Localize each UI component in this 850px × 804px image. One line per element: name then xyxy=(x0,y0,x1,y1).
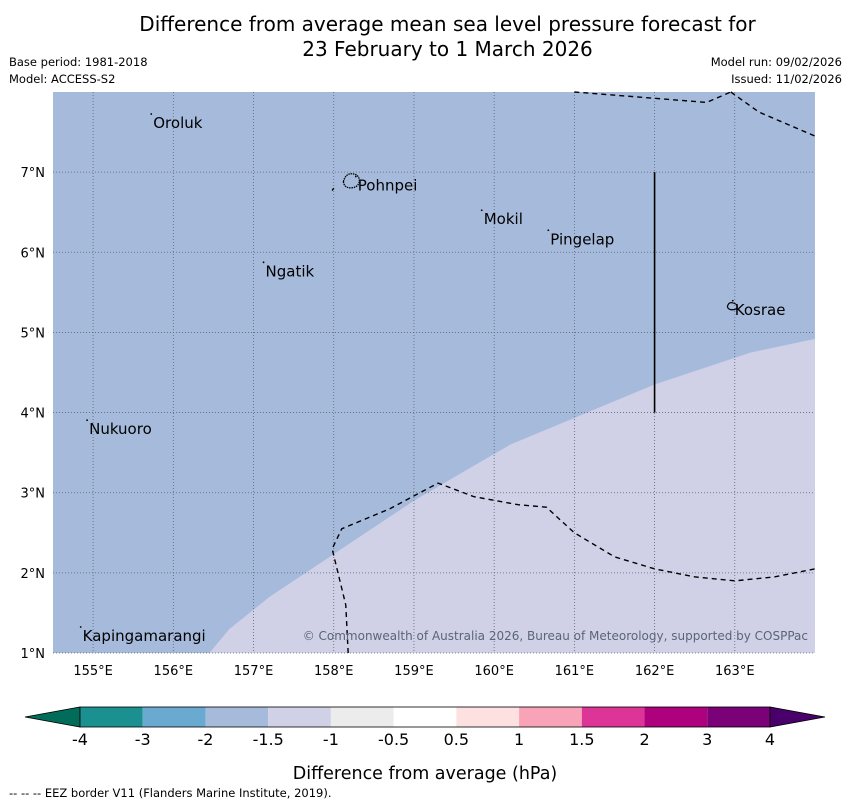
colorbar-swatch xyxy=(707,707,770,727)
run-info: Model run: 09/02/2026 Issued: 11/02/2026 xyxy=(711,54,842,88)
place-marker xyxy=(150,113,153,115)
lon-tick-label: 157°E xyxy=(234,664,274,679)
place-marker xyxy=(547,229,550,232)
model-run-date: Model run: 09/02/2026 xyxy=(710,55,842,69)
colorbar-tick-label: -4 xyxy=(72,730,88,749)
colorbar-tick-label: 4 xyxy=(765,730,775,749)
colorbar-frame xyxy=(79,706,771,728)
attribution: © Commonwealth of Australia 2026, Bureau… xyxy=(303,629,808,643)
colorbar-tick-label: -1 xyxy=(323,730,339,749)
lat-tick-label: 6°N xyxy=(21,246,46,261)
place-marker xyxy=(86,419,88,422)
colorbar-label: Difference from average (hPa) xyxy=(292,764,558,784)
eez-legend-note: -- -- -- EEZ border V11 (Flanders Marine… xyxy=(9,786,332,800)
place-label: Pingelap xyxy=(550,230,614,248)
lat-tick-label: 1°N xyxy=(21,647,46,662)
lat-tick-label: 3°N xyxy=(21,487,46,502)
place-label: Pohnpei xyxy=(358,177,418,195)
colorbar-swatch xyxy=(268,707,331,727)
title-line-1: Difference from average mean sea level p… xyxy=(139,12,756,36)
place-label: Ngatik xyxy=(266,262,315,280)
colorbar-swatch xyxy=(80,707,143,727)
lon-tick-label: 162°E xyxy=(635,664,675,679)
colorbar-tick-label: -3 xyxy=(135,730,151,749)
colorbar-swatch xyxy=(205,707,269,727)
colorbar-tick-label: 2 xyxy=(639,730,649,749)
lat-tick-label: 7°N xyxy=(21,166,46,181)
lon-tick-label: 163°E xyxy=(715,664,755,679)
eez-border xyxy=(331,482,816,654)
colorbar-tick-label: -1.5 xyxy=(253,730,284,749)
pohnpei-coastline xyxy=(342,173,361,189)
lon-tick-label: 156°E xyxy=(154,664,194,679)
colorbar-under-arrow xyxy=(24,706,81,728)
title-line-2: 23 February to 1 March 2026 xyxy=(302,37,593,61)
eez-border xyxy=(730,91,816,137)
lon-tick-label: 160°E xyxy=(474,664,514,679)
colorbar-swatch xyxy=(142,707,206,727)
place-marker xyxy=(354,175,357,178)
colorbar-swatch xyxy=(456,707,520,727)
place-label: Mokil xyxy=(484,210,523,228)
lon-tick-label: 158°E xyxy=(314,664,354,679)
colorbar-tick-label: -2 xyxy=(197,730,213,749)
chart-title: Difference from average mean sea level p… xyxy=(0,12,850,62)
lat-tick-label: 4°N xyxy=(21,407,46,422)
model-info: Base period: 1981-2018 Model: ACCESS-S2 xyxy=(9,54,148,88)
eez-border xyxy=(331,187,335,191)
lon-tick-label: 155°E xyxy=(73,664,113,679)
colorbar-tick-label: 1 xyxy=(514,730,524,749)
colorbar-over-arrow xyxy=(769,706,826,728)
colorbar-tick-label: 3 xyxy=(702,730,712,749)
issued-date: Issued: 11/02/2026 xyxy=(731,72,842,86)
place-label: Kapingamarangi xyxy=(83,627,206,645)
colorbar-swatch xyxy=(330,707,394,727)
place-marker xyxy=(731,299,734,302)
place-marker xyxy=(480,209,483,212)
place-label: Kosrae xyxy=(735,301,786,319)
colorbar-tick-label: 0.5 xyxy=(444,730,469,749)
colorbar-tick-label: -0.5 xyxy=(378,730,409,749)
colorbar-swatch xyxy=(581,707,645,727)
base-period: Base period: 1981-2018 xyxy=(9,55,148,69)
lon-tick-label: 159°E xyxy=(394,664,434,679)
kosrae-coastline xyxy=(726,302,738,311)
anomaly-region-mid xyxy=(209,338,815,653)
place-marker xyxy=(262,261,265,264)
lat-tick-label: 5°N xyxy=(21,326,46,341)
colorbar-swatch xyxy=(393,707,457,727)
colorbar-swatch xyxy=(644,707,708,727)
colorbar-tick-label: 1.5 xyxy=(569,730,594,749)
colorbar-swatch xyxy=(519,707,582,727)
place-label: Oroluk xyxy=(153,114,202,132)
model-name: Model: ACCESS-S2 xyxy=(9,72,116,86)
place-label: Nukuoro xyxy=(89,420,152,438)
lon-tick-label: 161°E xyxy=(555,664,595,679)
place-marker xyxy=(79,626,82,628)
lat-tick-label: 2°N xyxy=(21,567,46,582)
